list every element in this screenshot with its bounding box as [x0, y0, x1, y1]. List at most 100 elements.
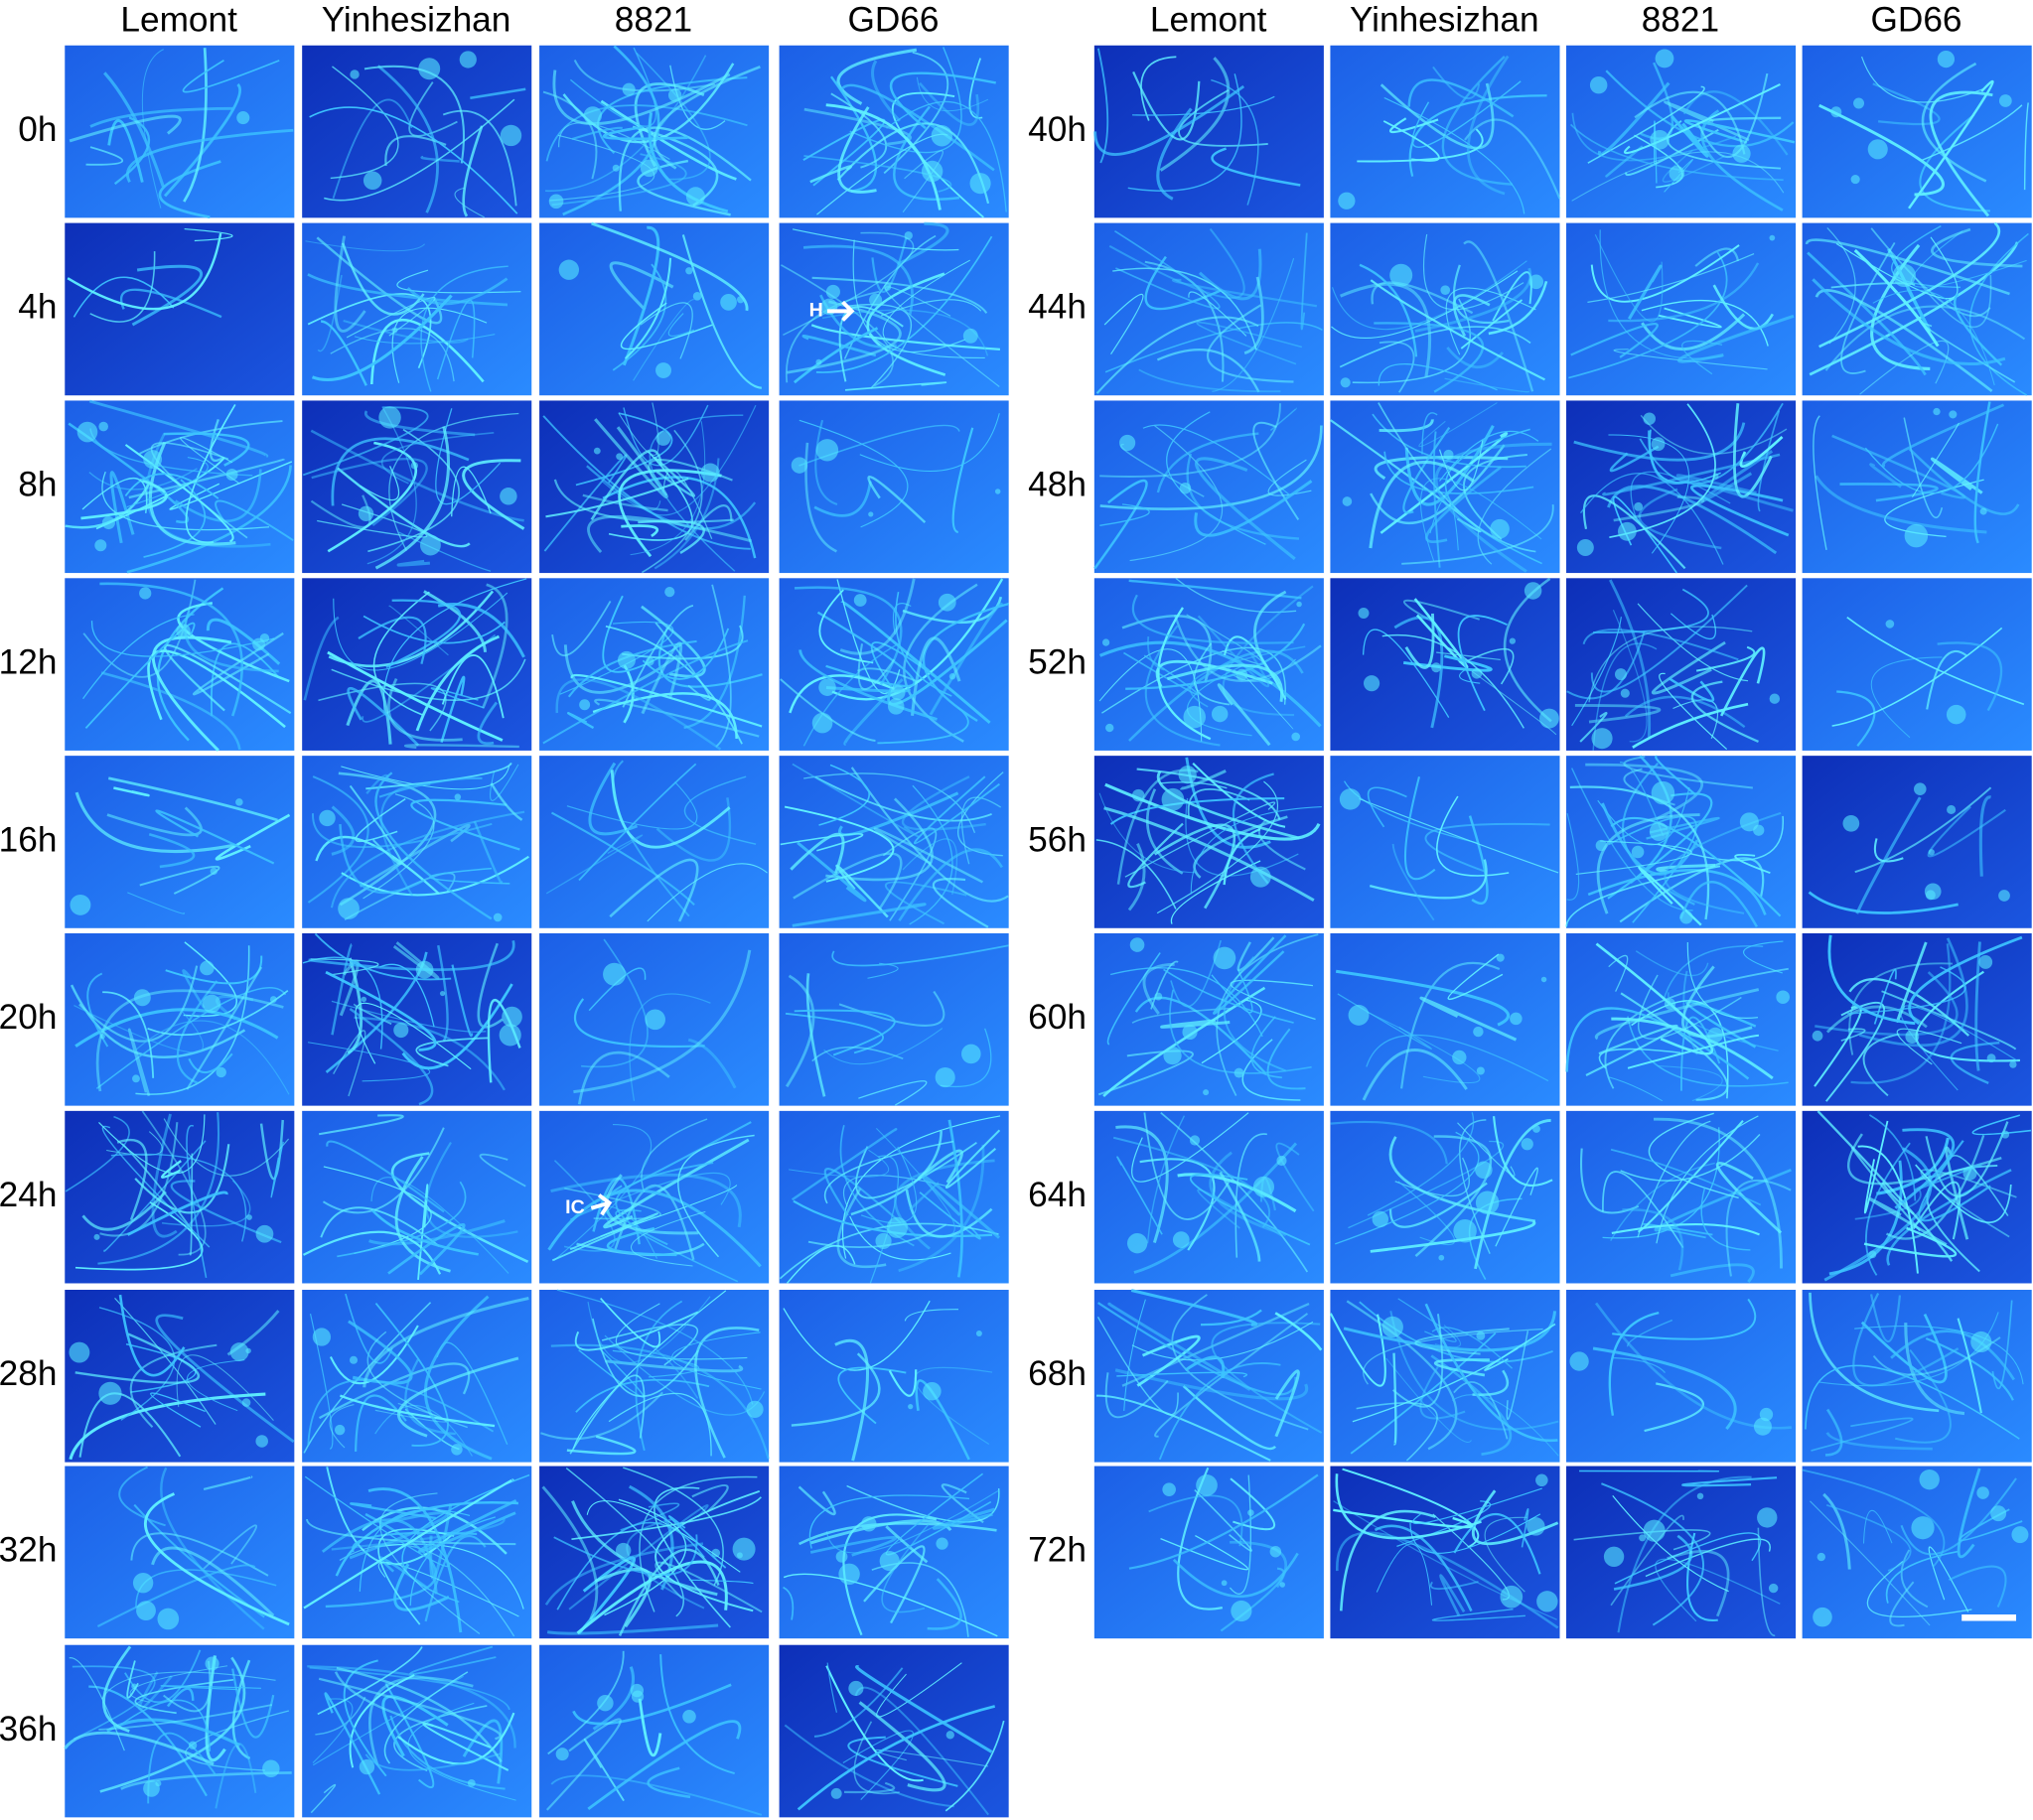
hypha — [69, 114, 182, 143]
annotation-label: H — [809, 300, 823, 322]
spot — [454, 793, 462, 800]
hypha — [794, 1009, 896, 1056]
hypha — [326, 1467, 453, 1566]
hypha — [577, 1050, 670, 1105]
hypha — [1658, 307, 1722, 329]
hypha — [1143, 1112, 1231, 1220]
spot — [938, 593, 956, 612]
hypha — [629, 993, 711, 1101]
hypha — [1379, 419, 1434, 433]
hypha — [303, 1302, 432, 1454]
hypha — [1919, 113, 1990, 212]
hypha — [1620, 992, 1729, 1101]
hypha — [590, 449, 662, 521]
hypha — [1855, 796, 1922, 914]
spot — [975, 1330, 982, 1337]
hypha — [1389, 1311, 1559, 1431]
hypha — [141, 49, 164, 209]
hypha — [1329, 1313, 1386, 1387]
hypha — [1921, 62, 1987, 183]
hypha — [133, 1020, 290, 1095]
hypha — [1657, 1065, 1723, 1102]
hypha — [1690, 680, 1759, 743]
hypha — [929, 603, 1004, 716]
micrograph-background — [1566, 578, 1797, 751]
hypha — [1601, 1482, 1705, 1626]
hypha — [576, 1560, 728, 1634]
micrograph — [65, 45, 295, 219]
hypha — [813, 481, 872, 517]
hypha — [437, 944, 449, 1043]
hypha — [410, 798, 520, 851]
spot — [1905, 1030, 1920, 1044]
hypha — [349, 784, 403, 866]
hypha — [1931, 227, 2023, 268]
hypha — [618, 402, 659, 456]
hypha — [374, 1405, 473, 1457]
hypha — [1757, 410, 1781, 512]
hypha — [429, 867, 510, 885]
hypha — [587, 1720, 742, 1811]
hypha — [1810, 1500, 1931, 1626]
hypha — [681, 234, 763, 389]
spot — [868, 511, 874, 517]
hypha — [1403, 599, 1480, 621]
micrograph-background — [1802, 1466, 2032, 1639]
hypha — [259, 1119, 284, 1181]
hypha — [896, 221, 949, 266]
hypha — [1757, 1527, 1776, 1637]
hypha — [1870, 227, 1991, 318]
spot — [931, 125, 953, 147]
hypha — [1128, 649, 1304, 742]
hypha — [1719, 646, 1766, 717]
micrograph — [65, 399, 295, 574]
spot — [640, 159, 658, 178]
labels: Lemont Yinhesizhan 8821 GD66 0h 4h 8h 12h 16h 20h… — [0, 0, 1962, 1748]
spot — [685, 187, 705, 207]
hypha — [1645, 1538, 1771, 1578]
micrograph-background — [65, 756, 295, 928]
spot — [1381, 1316, 1403, 1338]
micrograph — [539, 400, 770, 574]
hypha — [1950, 1041, 2000, 1085]
spot — [1753, 1417, 1772, 1436]
row-label: 52h — [1028, 642, 1087, 681]
spot — [1196, 1474, 1218, 1496]
hypha — [855, 1665, 993, 1753]
hypha — [363, 65, 466, 164]
hypha — [210, 642, 280, 716]
micrograph — [1329, 1290, 1560, 1463]
hypha — [917, 1149, 963, 1184]
micrograph — [779, 221, 1009, 396]
hypha — [1571, 112, 1737, 162]
hypha — [927, 1578, 962, 1630]
hypha — [1408, 94, 1547, 177]
hypha — [1133, 1142, 1298, 1274]
spot — [467, 1778, 476, 1787]
hypha — [417, 1184, 429, 1281]
micrograph — [1093, 400, 1324, 574]
hypha — [1213, 934, 1287, 1015]
spot — [945, 1731, 954, 1740]
hypha — [940, 1028, 992, 1087]
hypha — [1619, 762, 1665, 837]
hypha — [1171, 278, 1318, 308]
spot — [363, 171, 382, 191]
hypha — [398, 531, 492, 572]
hypha — [1243, 276, 1264, 355]
hypha — [860, 1146, 918, 1224]
hypha — [1847, 966, 1966, 1015]
hypha — [1574, 704, 1662, 724]
spot — [732, 1537, 756, 1561]
hypha — [347, 957, 363, 1054]
hypha — [688, 1579, 754, 1585]
spot — [418, 58, 441, 80]
hypha — [947, 1119, 963, 1278]
hypha — [1098, 640, 1322, 728]
hypha — [913, 775, 1000, 845]
hypha — [1429, 1581, 1479, 1590]
hypha — [1099, 403, 1281, 478]
spot — [1649, 821, 1669, 842]
hypha — [1596, 813, 1700, 914]
hypha — [1484, 1323, 1556, 1371]
